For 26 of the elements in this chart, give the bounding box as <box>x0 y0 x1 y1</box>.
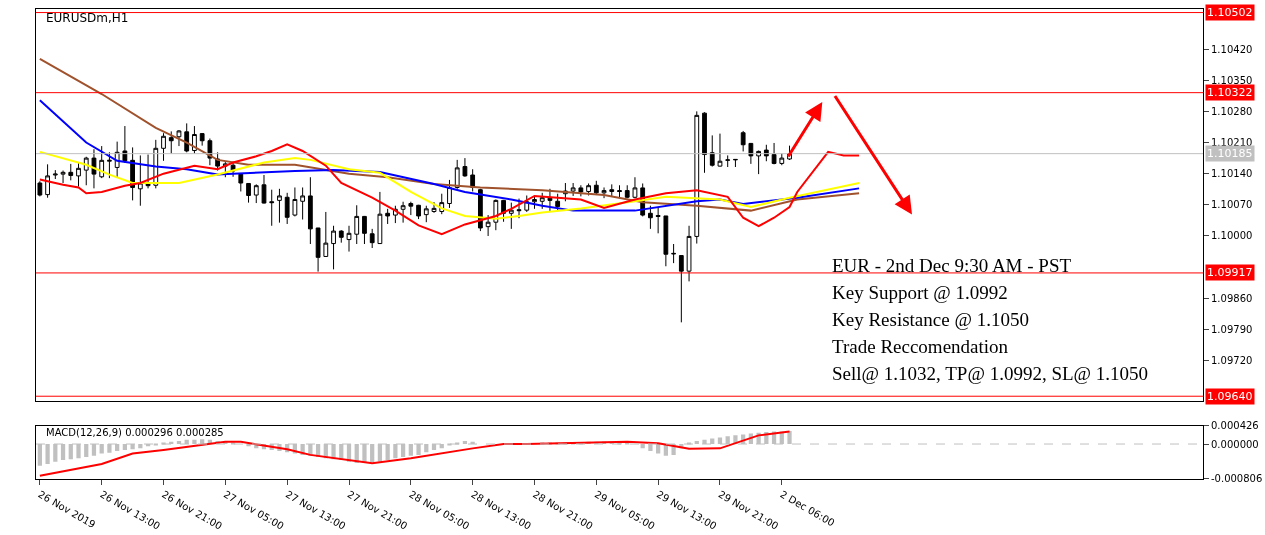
ref-line-label: 1.10322 <box>1207 86 1253 99</box>
ref-line-label: 1.10185 <box>1207 147 1253 160</box>
y-tick-label: 1.10350 <box>1211 74 1253 86</box>
y-tick-label: 1.10070 <box>1211 199 1253 211</box>
y-tick-label: 1.09790 <box>1211 323 1253 335</box>
annotation: Sell@ 1.1032, TP@ 1.0992, SL@ 1.1050 <box>832 363 1149 384</box>
ref-line-label: 1.09640 <box>1207 390 1253 403</box>
x-tick-label: 26 Nov 2019 <box>36 488 98 531</box>
y-tick-label: 0.000426 <box>1211 420 1259 432</box>
annotation: Trade Reccomendation <box>832 336 1009 357</box>
annotation: Key Support @ 1.0992 <box>832 282 1008 303</box>
annotation: Key Resistance @ 1.1050 <box>832 309 1029 330</box>
y-tick-label: 1.10210 <box>1211 137 1253 149</box>
y-tick-label: 0.000000 <box>1211 438 1259 450</box>
ref-line-label: 1.10502 <box>1207 6 1253 19</box>
y-tick-label: -0.000806 <box>1211 473 1263 485</box>
y-tick-label: 1.10000 <box>1211 230 1253 242</box>
y-tick-label: 1.10280 <box>1211 105 1253 117</box>
chart-title: MACD(12,26,9) 0.000296 0.000285 <box>46 427 224 438</box>
chart-title: EURUSDm,H1 <box>46 11 129 25</box>
y-tick-label: 1.09860 <box>1211 292 1253 304</box>
y-tick-label: 1.10420 <box>1211 43 1253 55</box>
y-tick-label: 1.10140 <box>1211 168 1253 180</box>
y-tick-label: 1.09720 <box>1211 355 1253 367</box>
annotation: EUR - 2nd Dec 9:30 AM - PST <box>832 255 1072 276</box>
ref-line-label: 1.09917 <box>1207 266 1253 279</box>
